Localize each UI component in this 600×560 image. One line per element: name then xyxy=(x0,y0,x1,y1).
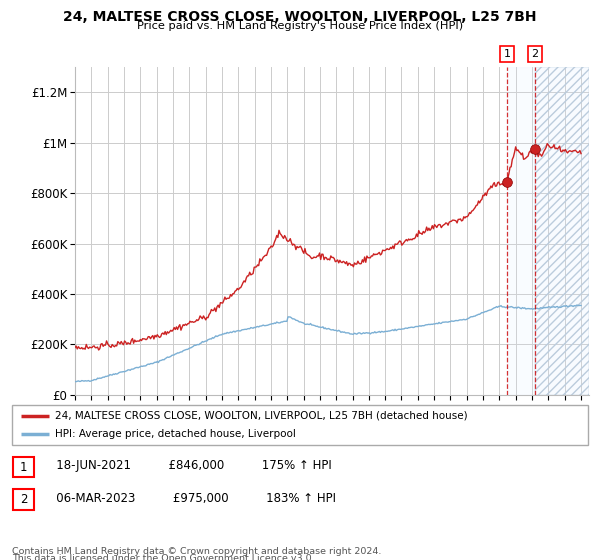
Bar xyxy=(507,67,535,395)
Text: 24, MALTESE CROSS CLOSE, WOOLTON, LIVERPOOL, L25 7BH (detached house): 24, MALTESE CROSS CLOSE, WOOLTON, LIVERP… xyxy=(55,411,468,421)
Text: This data is licensed under the Open Government Licence v3.0.: This data is licensed under the Open Gov… xyxy=(12,554,314,560)
Text: Price paid vs. HM Land Registry's House Price Index (HPI): Price paid vs. HM Land Registry's House … xyxy=(137,21,463,31)
Text: 06-MAR-2023          £975,000          183% ↑ HPI: 06-MAR-2023 £975,000 183% ↑ HPI xyxy=(45,492,336,505)
Text: 2: 2 xyxy=(531,49,538,59)
Text: 2: 2 xyxy=(20,493,27,506)
Text: Contains HM Land Registry data © Crown copyright and database right 2024.: Contains HM Land Registry data © Crown c… xyxy=(12,547,382,556)
Text: 1: 1 xyxy=(20,460,27,474)
Bar xyxy=(535,67,589,395)
Text: HPI: Average price, detached house, Liverpool: HPI: Average price, detached house, Live… xyxy=(55,430,296,439)
Bar xyxy=(535,67,589,395)
Text: 1: 1 xyxy=(503,49,511,59)
Text: 18-JUN-2021          £846,000          175% ↑ HPI: 18-JUN-2021 £846,000 175% ↑ HPI xyxy=(45,459,332,473)
Text: 24, MALTESE CROSS CLOSE, WOOLTON, LIVERPOOL, L25 7BH: 24, MALTESE CROSS CLOSE, WOOLTON, LIVERP… xyxy=(63,10,537,24)
